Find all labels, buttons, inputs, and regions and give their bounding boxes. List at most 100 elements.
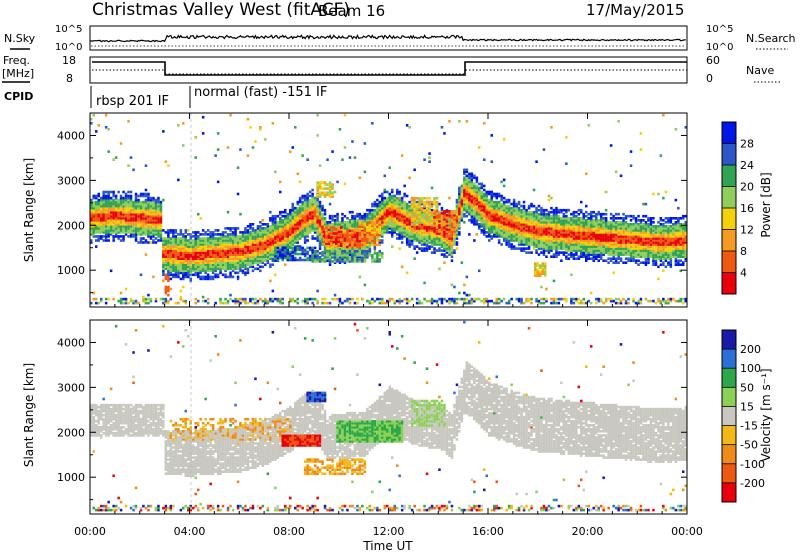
power-cell [547,239,551,242]
power-cell [296,221,299,224]
power-cell [371,212,374,216]
power-cell [396,206,399,210]
power-cell [192,241,195,244]
power-cell [455,219,459,222]
power-cell [187,275,190,279]
power-cell [274,241,277,244]
power-cell [386,217,389,220]
power-cell [527,241,531,244]
power-cell [512,225,516,228]
power-cell [159,204,163,208]
power-cell [129,204,133,208]
power-cell [294,227,297,230]
power-cell [505,198,508,202]
power-cell [197,245,200,248]
power-cell [366,212,369,216]
power-cell [540,225,543,228]
power-cell [109,231,113,234]
power-cell [440,299,444,303]
power-cell [129,227,133,230]
power-cell [420,237,424,240]
power-cell [555,233,558,236]
power-cell [189,249,192,252]
power-cell [495,231,498,234]
power-cell [592,227,595,230]
power-cell [542,251,546,254]
power-cell [159,235,163,238]
power-cell [562,223,566,226]
power-cell [271,214,275,218]
power-cell [97,221,100,224]
power-cell [562,214,566,218]
power-cell [142,212,145,216]
power-cell [214,249,217,252]
power-cell [259,221,262,224]
power-cell [144,297,148,301]
power-cell [301,202,304,206]
power-cell [376,202,379,206]
power-cell [199,243,202,246]
power-cell [119,212,123,216]
power-cell [560,219,563,222]
power-cell [246,247,250,250]
power-cell [256,237,260,240]
power-cell [194,249,197,252]
power-cell [271,235,275,238]
power-cell [261,247,265,250]
power-cell [152,217,155,220]
power-cell [592,210,595,214]
power-cell [410,221,414,224]
power-cell [555,217,558,220]
power-cell [298,235,302,238]
power-cell [229,253,232,256]
power-cell [162,249,165,252]
power-cell [259,225,262,228]
power-cell [90,227,93,230]
power-cell [276,233,280,236]
power-cell [286,227,289,230]
power-cell [550,249,553,252]
power-cell [308,214,312,218]
power-cell [154,229,158,232]
power-cell [174,235,178,238]
power-cell [291,210,294,214]
power-cell [109,190,113,194]
power-cell [552,247,556,250]
power-cell [468,186,471,190]
power-cell [333,245,337,248]
power-cell [381,196,384,200]
power-cell [97,235,100,238]
power-cell [308,223,312,226]
power-cell [465,198,469,202]
power-cell [147,229,150,232]
power-cell [249,297,252,301]
power-cell [338,299,342,303]
power-cell [311,225,314,228]
power-cell [194,156,197,159]
power-cell [169,273,173,277]
power-cell [475,210,479,214]
power-cell [177,265,180,269]
power-cell [132,200,135,204]
power-cell [127,219,130,222]
power-cell [580,225,583,228]
power-cell [565,231,568,234]
power-cell [246,117,250,121]
power-cell [458,231,461,234]
power-cell [266,241,270,244]
power-cell [316,196,319,200]
power-cell [162,261,165,264]
power-cell [311,217,314,220]
power-cell [383,210,386,214]
power-cell [368,208,372,212]
power-cell [361,214,364,218]
power-cell [149,225,153,228]
power-cell [547,251,551,254]
power-cell [560,247,563,250]
power-cell [152,200,155,204]
power-cell [256,245,260,248]
power-cell [562,225,566,228]
power-cell [303,210,307,214]
power-cell [167,289,170,293]
power-cell [197,241,200,244]
